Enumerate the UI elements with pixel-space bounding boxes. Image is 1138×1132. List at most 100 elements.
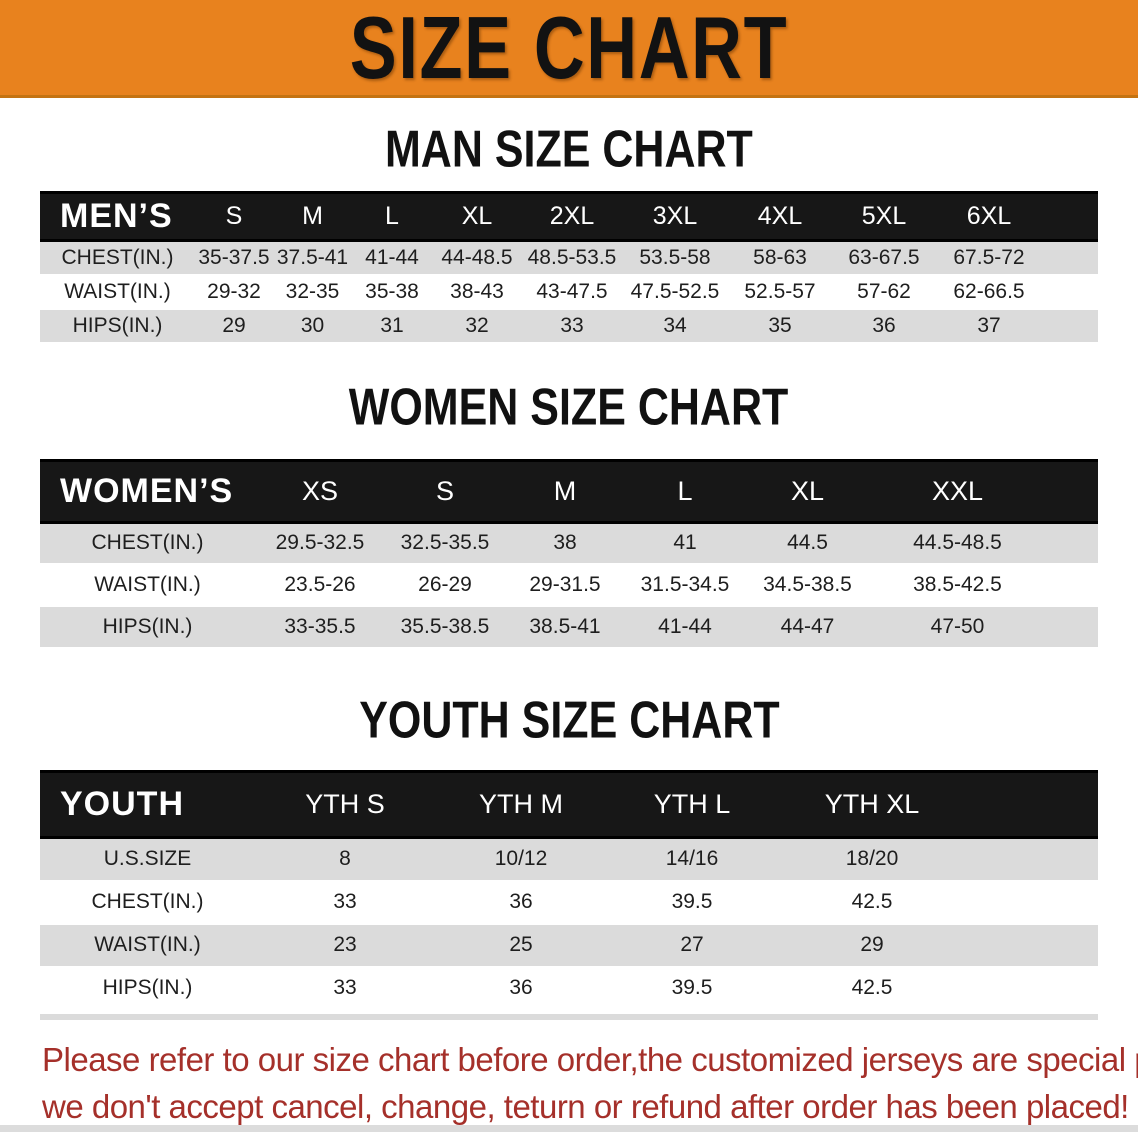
women-size-xl: XL: [745, 458, 870, 524]
women-size-m: M: [505, 458, 625, 524]
row-label: CHEST(IN.): [40, 522, 255, 564]
men-section-heading-text: MAN SIZE CHART: [385, 119, 753, 179]
men-size-l: L: [352, 191, 432, 242]
measure-cell: 41: [625, 522, 745, 564]
measure-cell: 31: [352, 308, 432, 343]
youth-size-l: YTH L: [607, 770, 777, 839]
measure-cell: 44.5-48.5: [870, 522, 1045, 564]
row-label: CHEST(IN.): [40, 240, 195, 275]
measure-cell: 42.5: [777, 880, 967, 924]
measure-cell: 36: [832, 308, 936, 343]
men-size-s: S: [195, 191, 273, 242]
filler-cell: [967, 880, 1098, 924]
men-size-3xl: 3XL: [622, 191, 728, 242]
measure-cell: 29-31.5: [505, 564, 625, 606]
filler-cell: [1045, 522, 1098, 564]
row-label: WAIST(IN.): [40, 564, 255, 606]
men-size-2xl: 2XL: [522, 191, 622, 242]
youth-header-row: YOUTH YTH S YTH M YTH L YTH XL: [40, 770, 1098, 839]
youth-category-label: YOUTH: [40, 770, 255, 839]
filler-cell: [967, 966, 1098, 1010]
youth-chest-row: CHEST(IN.) 33 36 39.5 42.5: [40, 880, 1098, 924]
measure-cell: 41-44: [352, 240, 432, 275]
measure-cell: 41-44: [625, 606, 745, 648]
men-size-6xl: 6XL: [936, 191, 1042, 242]
measure-cell: 29-32: [195, 274, 273, 309]
measure-cell: 14/16: [607, 837, 777, 881]
measure-cell: 33-35.5: [255, 606, 385, 648]
measure-cell: 44-47: [745, 606, 870, 648]
women-header-filler: [1045, 458, 1098, 524]
measure-cell: 47-50: [870, 606, 1045, 648]
measure-cell: 67.5-72: [936, 240, 1042, 275]
measure-cell: 18/20: [777, 837, 967, 881]
measure-cell: 33: [522, 308, 622, 343]
filler-cell: [1042, 274, 1098, 309]
youth-section-heading: YOUTH SIZE CHART: [0, 694, 1138, 746]
measure-cell: 29.5-32.5: [255, 522, 385, 564]
women-size-xs: XS: [255, 458, 385, 524]
men-waist-row: WAIST(IN.) 29-32 32-35 35-38 38-43 43-47…: [40, 274, 1098, 309]
measure-cell: 34: [622, 308, 728, 343]
measure-cell: 62-66.5: [936, 274, 1042, 309]
measure-cell: 32.5-35.5: [385, 522, 505, 564]
women-size-xxl: XXL: [870, 458, 1045, 524]
measure-cell: 47.5-52.5: [622, 274, 728, 309]
row-label: WAIST(IN.): [40, 274, 195, 309]
bottom-edge-strip: [0, 1125, 1138, 1132]
disclaimer-line-2: we don't accept cancel, change, teturn o…: [42, 1087, 1129, 1125]
filler-cell: [1045, 564, 1098, 606]
women-category-label: WOMEN’S: [40, 458, 255, 524]
measure-cell: 58-63: [728, 240, 832, 275]
men-header-row: MEN’S S M L XL 2XL 3XL 4XL 5XL 6XL: [40, 191, 1098, 242]
measure-cell: 38.5-42.5: [870, 564, 1045, 606]
measure-cell: 29: [777, 923, 967, 967]
youth-ussize-row: U.S.SIZE 8 10/12 14/16 18/20: [40, 837, 1098, 881]
measure-cell: 38: [505, 522, 625, 564]
youth-waist-row: WAIST(IN.) 23 25 27 29: [40, 923, 1098, 967]
men-size-4xl: 4XL: [728, 191, 832, 242]
measure-cell: 34.5-38.5: [745, 564, 870, 606]
youth-size-s: YTH S: [255, 770, 435, 839]
measure-cell: 23: [255, 923, 435, 967]
measure-cell: 31.5-34.5: [625, 564, 745, 606]
men-section-heading: MAN SIZE CHART: [0, 119, 1138, 179]
measure-cell: 8: [255, 837, 435, 881]
men-size-m: M: [273, 191, 352, 242]
measure-cell: 33: [255, 880, 435, 924]
filler-cell: [1042, 308, 1098, 343]
filler-cell: [967, 923, 1098, 967]
row-label: U.S.SIZE: [40, 837, 255, 881]
measure-cell: 25: [435, 923, 607, 967]
measure-cell: 36: [435, 966, 607, 1010]
youth-size-xl: YTH XL: [777, 770, 967, 839]
women-section-heading: WOMEN SIZE CHART: [0, 381, 1138, 433]
women-header-row: WOMEN’S XS S M L XL XXL: [40, 458, 1098, 524]
measure-cell: 42.5: [777, 966, 967, 1010]
measure-cell: 52.5-57: [728, 274, 832, 309]
measure-cell: 33: [255, 966, 435, 1010]
disclaimer-line-1: Please refer to our size chart before or…: [42, 1040, 1138, 1078]
row-label: WAIST(IN.): [40, 923, 255, 967]
measure-cell: 63-67.5: [832, 240, 936, 275]
row-label: HIPS(IN.): [40, 966, 255, 1010]
women-size-l: L: [625, 458, 745, 524]
measure-cell: 44.5: [745, 522, 870, 564]
measure-cell: 30: [273, 308, 352, 343]
measure-cell: 38-43: [432, 274, 522, 309]
youth-size-table: YOUTH YTH S YTH M YTH L YTH XL U.S.SIZE …: [40, 770, 1098, 1011]
youth-table-bottom-strip: [40, 1013, 1098, 1020]
measure-cell: 35-38: [352, 274, 432, 309]
women-waist-row: WAIST(IN.) 23.5-26 26-29 29-31.5 31.5-34…: [40, 564, 1098, 606]
measure-cell: 39.5: [607, 966, 777, 1010]
measure-cell: 35-37.5: [195, 240, 273, 275]
measure-cell: 37.5-41: [273, 240, 352, 275]
measure-cell: 35.5-38.5: [385, 606, 505, 648]
measure-cell: 39.5: [607, 880, 777, 924]
row-label: HIPS(IN.): [40, 308, 195, 343]
measure-cell: 26-29: [385, 564, 505, 606]
row-label: CHEST(IN.): [40, 880, 255, 924]
youth-hips-row: HIPS(IN.) 33 36 39.5 42.5: [40, 966, 1098, 1010]
disclaimer-text: Please refer to our size chart before or…: [0, 1036, 1138, 1130]
men-category-label: MEN’S: [40, 191, 195, 242]
